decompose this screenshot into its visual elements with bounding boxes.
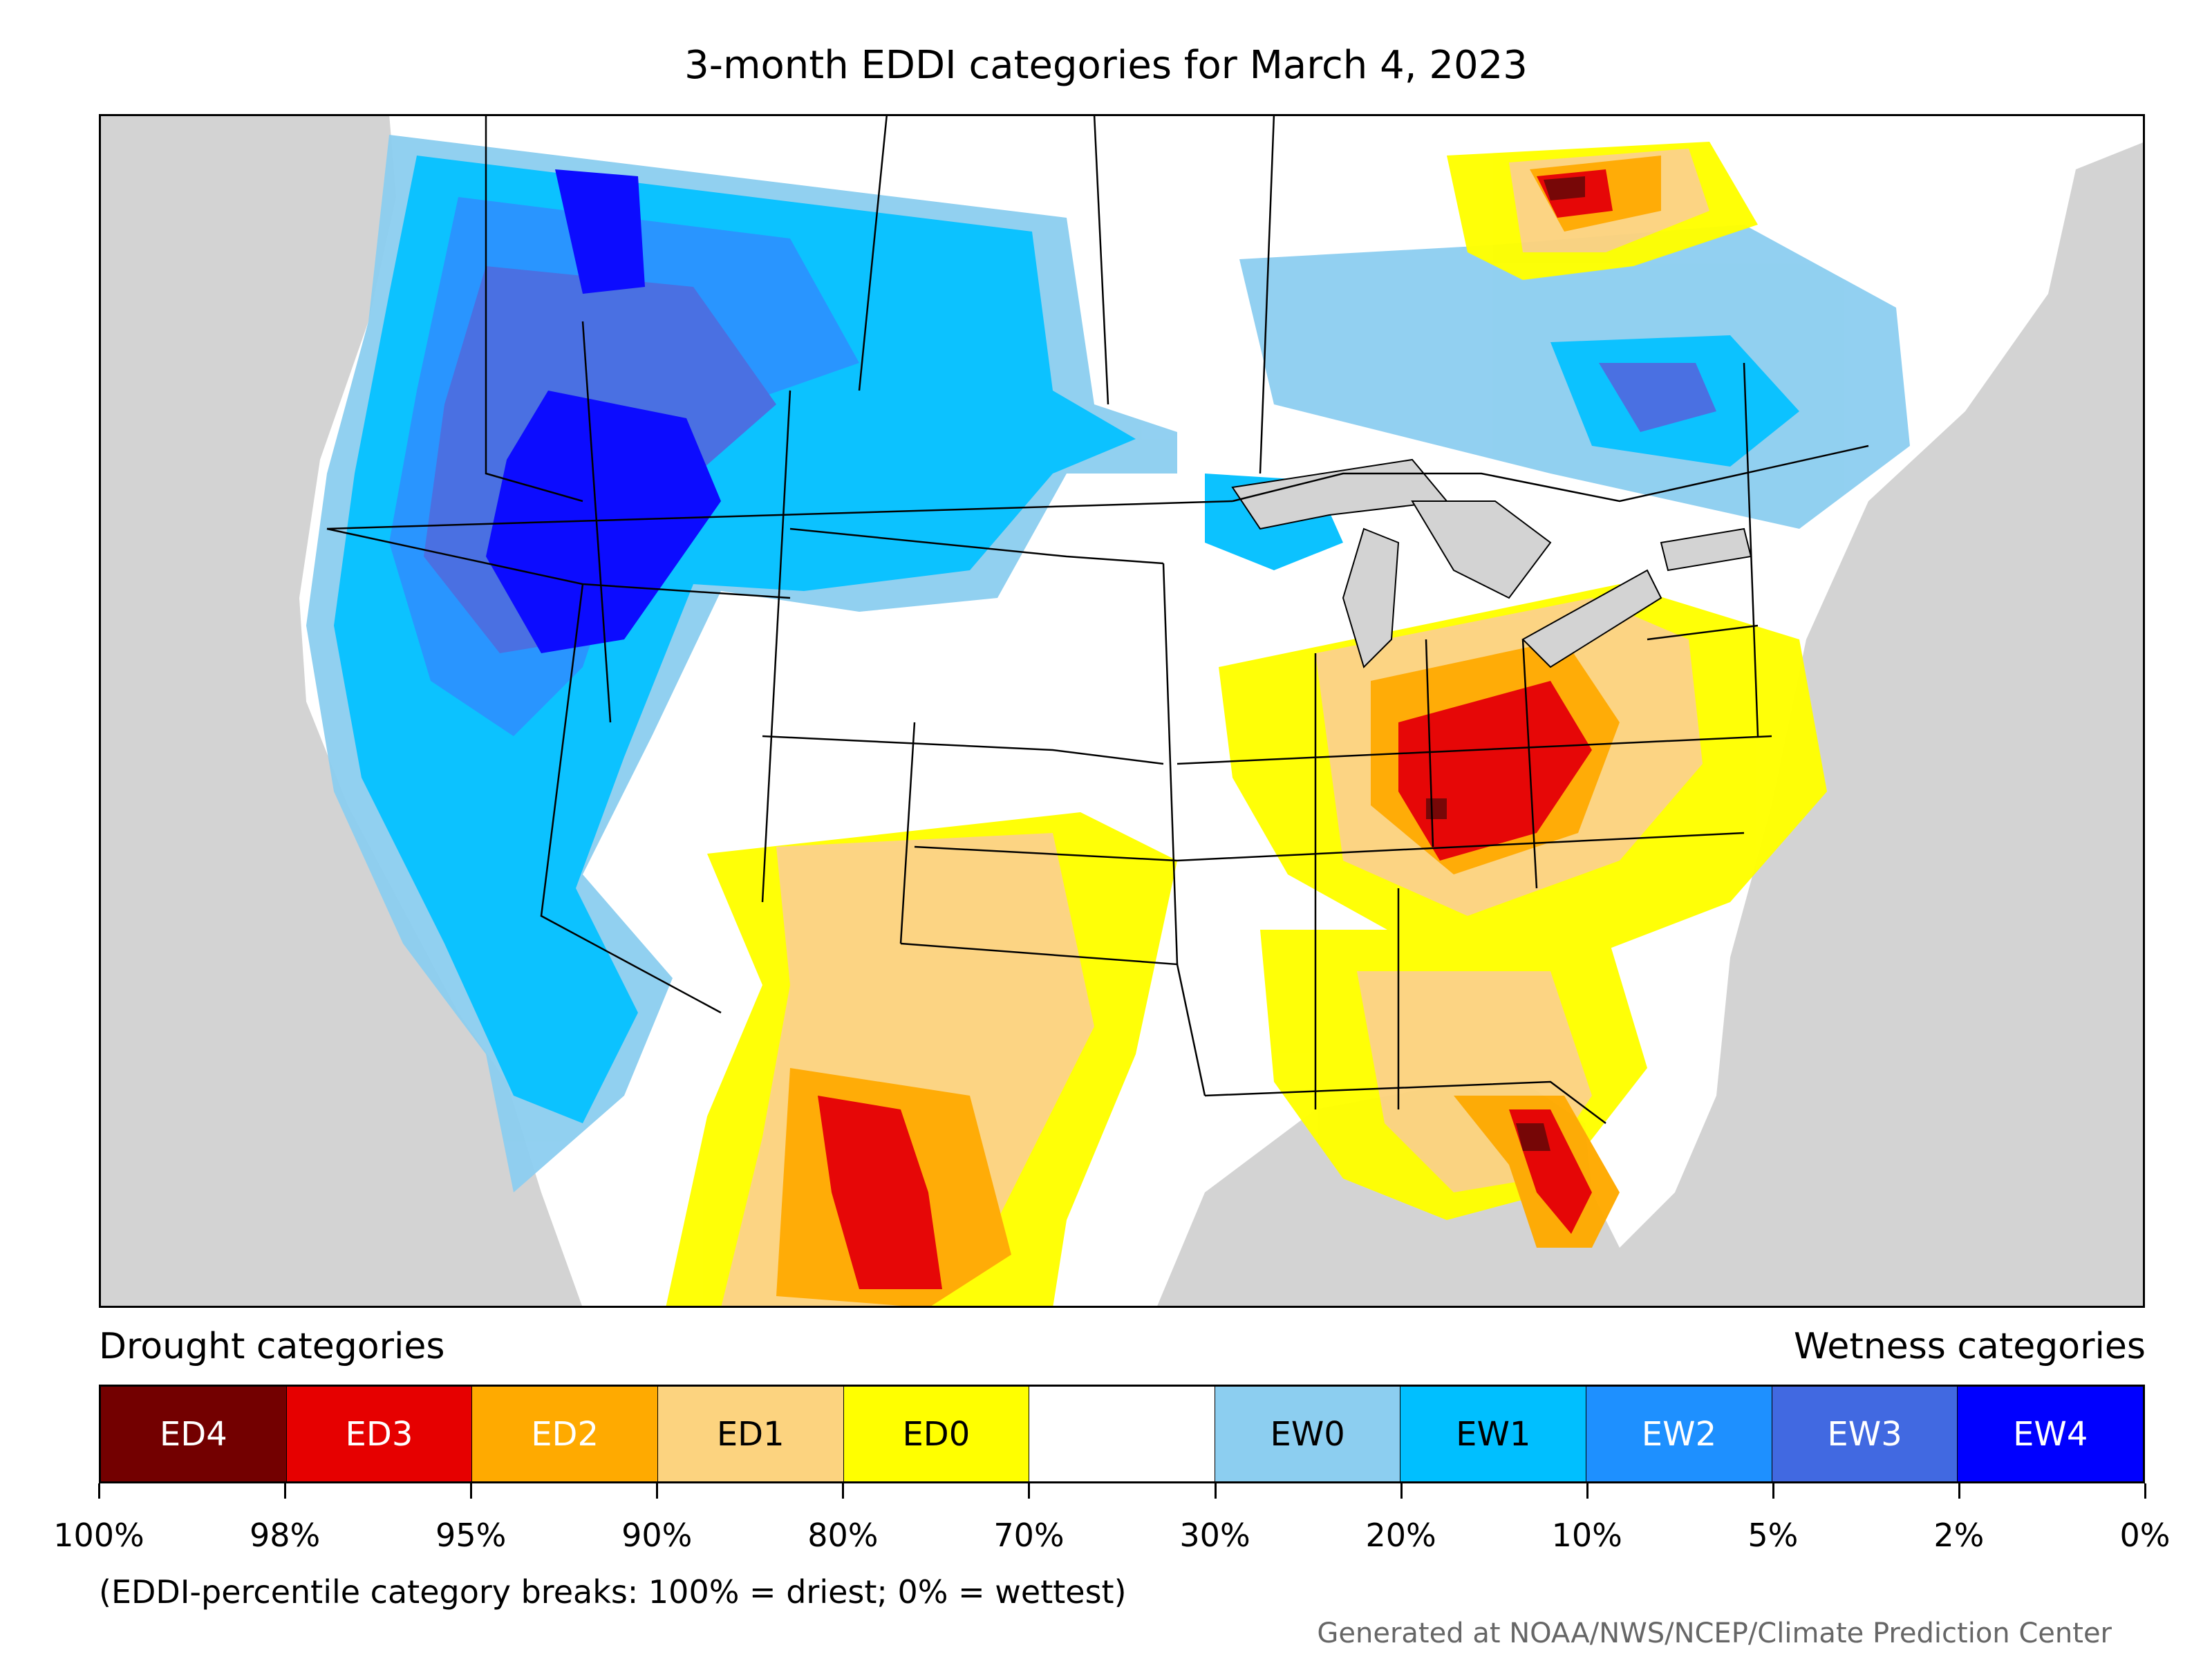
category-label: EW3 (1827, 1414, 1902, 1454)
tick-label: 5% (1747, 1517, 1799, 1554)
category-label: ED0 (902, 1414, 971, 1454)
percentile-ticks: 100% 98% 95% 90% 80% 70% 30% 20% 10% 5% … (53, 1483, 2170, 1554)
tick-label: 30% (1179, 1517, 1250, 1554)
category-swatch-ed3: ED3 (285, 1387, 472, 1481)
tick-label: 95% (435, 1517, 507, 1554)
tick-label: 80% (807, 1517, 879, 1554)
tick-label: 100% (53, 1517, 144, 1554)
tick-mark (1958, 1483, 1960, 1499)
boundaries (326, 114, 1869, 1124)
tick-mark (2144, 1483, 2146, 1499)
category-label: EW2 (1641, 1414, 1717, 1454)
category-swatch-ew3: EW3 (1771, 1387, 1958, 1481)
tick-mark (1214, 1483, 1217, 1499)
category-swatch-ed4: ED4 (101, 1387, 286, 1481)
tick-mark (842, 1483, 845, 1499)
tick-mark (470, 1483, 473, 1499)
tick-label: 70% (993, 1517, 1065, 1554)
map-title: 3-month EDDI categories for March 4, 202… (684, 43, 1528, 88)
tick-mark (98, 1483, 100, 1499)
category-label: ED3 (345, 1414, 413, 1454)
tick-mark (656, 1483, 659, 1499)
category-swatch-ew0: EW0 (1214, 1387, 1400, 1481)
drought-region (666, 142, 1827, 1308)
category-swatch-ed0: ED0 (843, 1387, 1029, 1481)
category-label: EW1 (1456, 1414, 1531, 1454)
tick-label: 98% (249, 1517, 321, 1554)
category-swatch-ew2: EW2 (1586, 1387, 1772, 1481)
tick-label: 20% (1365, 1517, 1436, 1554)
tick-mark (1772, 1483, 1774, 1499)
category-swatch-ed1: ED1 (657, 1387, 843, 1481)
tick-mark (1028, 1483, 1031, 1499)
tick-mark (1400, 1483, 1403, 1499)
wetness-region (306, 135, 1910, 1192)
category-breaks-note: (EDDI-percentile category breaks: 100% =… (99, 1573, 1127, 1611)
category-label: ED1 (716, 1414, 785, 1454)
tick-label: 90% (621, 1517, 693, 1554)
category-label: EW4 (2013, 1414, 2088, 1454)
credit-line: Generated at NOAA/NWS/NCEP/Climate Predi… (1317, 1618, 2112, 1649)
category-swatch-ed2: ED2 (471, 1387, 657, 1481)
category-swatch-ew4: EW4 (1957, 1387, 2144, 1481)
tick-label: 2% (1933, 1517, 1985, 1554)
category-colorbar: ED4 ED3 ED2 ED1 ED0 EW0 EW1 EW2 EW3 EW4 (99, 1385, 2145, 1483)
category-swatch-ew1: EW1 (1400, 1387, 1586, 1481)
wetness-categories-heading: Wetness categories (1794, 1326, 2146, 1367)
eddi-map (99, 114, 2145, 1308)
tick-label: 0% (2119, 1517, 2171, 1554)
category-swatch-normal (1029, 1387, 1215, 1481)
tick-mark (284, 1483, 287, 1499)
drought-categories-heading: Drought categories (99, 1326, 445, 1367)
category-label: ED4 (159, 1414, 227, 1454)
category-label: EW0 (1270, 1414, 1345, 1454)
category-label: ED2 (531, 1414, 599, 1454)
map-border (99, 114, 2145, 1308)
tick-mark (1586, 1483, 1588, 1499)
tick-label: 10% (1551, 1517, 1622, 1554)
